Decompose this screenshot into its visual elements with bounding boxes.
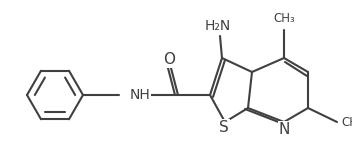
Text: O: O (163, 53, 175, 68)
Text: CH₃: CH₃ (273, 12, 295, 25)
Text: N: N (278, 122, 290, 136)
Text: S: S (219, 119, 229, 134)
Text: NH: NH (130, 88, 151, 102)
Text: H₂N: H₂N (205, 19, 231, 33)
Text: CH₃: CH₃ (341, 115, 352, 129)
